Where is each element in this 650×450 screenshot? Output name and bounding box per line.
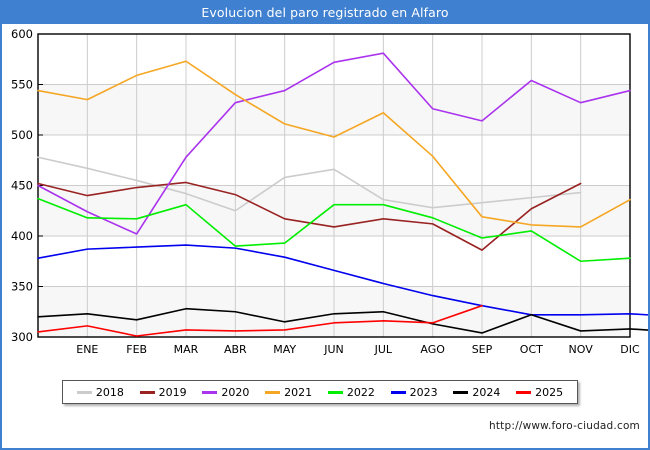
legend-label-2021: 2021: [284, 385, 313, 399]
legend-item-2021[interactable]: 2021: [265, 386, 312, 399]
y-axis-tick-label: 550: [11, 78, 33, 92]
x-axis-tick-label-JUN: JUN: [323, 343, 344, 356]
series-line-2022[interactable]: [37, 197, 631, 263]
series-line-2021[interactable]: [37, 60, 631, 228]
legend-item-2018[interactable]: 2018: [76, 385, 124, 399]
legend-item-2019[interactable]: 2019: [139, 385, 187, 399]
x-axis-tick-label-JUL: JUL: [374, 343, 393, 356]
x-axis-tick-label-AGO: AGO: [420, 343, 445, 356]
legend-item-2020[interactable]: 2020: [202, 386, 249, 399]
source-url: http://www.foro-ciudad.com: [489, 420, 640, 432]
y-axis-tick-label: 450: [11, 179, 33, 193]
legend-label-2024: 2024: [472, 385, 501, 399]
x-axis-tick-label-ABR: ABR: [224, 343, 247, 356]
series-line-2024[interactable]: [37, 307, 648, 334]
chart-legend: 2018 2019 2020 2021 2022 2023 2024 2025: [62, 380, 578, 404]
x-axis-tick-label-ENE: ENE: [76, 343, 98, 356]
legend-swatch-2022: [327, 390, 343, 394]
legend-swatch-2018: [76, 390, 92, 394]
legend-label-2025: 2025: [535, 385, 564, 399]
legend-swatch-2019: [139, 390, 155, 394]
y-axis-tick-label: 500: [11, 128, 33, 142]
series-line-2020[interactable]: [37, 52, 631, 235]
legend-item-2022[interactable]: 2022: [327, 385, 375, 399]
line-chart-plot: 300 350 400 450 500 550 600 ENE FEB MAR ABR MAY JUN J…: [11, 27, 648, 356]
x-axis-tick-label-SEP: SEP: [472, 343, 493, 356]
series-line-2023[interactable]: [37, 244, 648, 317]
y-axis-tick-label: 300: [11, 330, 33, 344]
legend-swatch-2020: [202, 390, 218, 394]
legend-label-2019: 2019: [158, 385, 187, 399]
x-axis-tick-label-FEB: FEB: [126, 343, 147, 356]
x-axis-tick-label-MAR: MAR: [174, 343, 199, 356]
series-line-2025[interactable]: [37, 304, 483, 337]
legend-swatch-2023: [390, 390, 406, 394]
legend-label-2020: 2020: [221, 385, 250, 399]
legend-label-2022: 2022: [346, 385, 375, 399]
x-axis-tick-label-OCT: OCT: [520, 343, 543, 356]
chart-title: Evolucion del paro registrado en Alfaro: [2, 2, 648, 24]
legend-item-2023[interactable]: 2023: [390, 385, 438, 399]
x-axis-tick-label-MAY: MAY: [273, 343, 296, 356]
legend-swatch-2021: [265, 390, 281, 394]
legend-item-2025[interactable]: 2025: [516, 386, 563, 399]
y-axis-tick-label: 600: [11, 27, 33, 41]
chart-canvas: 300 350 400 450 500 550 600 ENE FEB MAR ABR MAY JUN J…: [2, 24, 648, 448]
y-axis-tick-label: 350: [11, 280, 33, 294]
legend-item-2024[interactable]: 2024: [453, 386, 500, 399]
legend-swatch-2024: [453, 390, 469, 394]
legend-swatch-2025: [516, 390, 532, 394]
legend-label-2023: 2023: [409, 385, 438, 399]
x-axis-tick-label-NOV: NOV: [569, 343, 594, 356]
legend-label-2018: 2018: [95, 385, 124, 399]
x-axis-tick-label-DIC: DIC: [620, 343, 640, 356]
y-axis-tick-label: 400: [11, 229, 33, 243]
series-line-2018[interactable]: [37, 156, 582, 212]
